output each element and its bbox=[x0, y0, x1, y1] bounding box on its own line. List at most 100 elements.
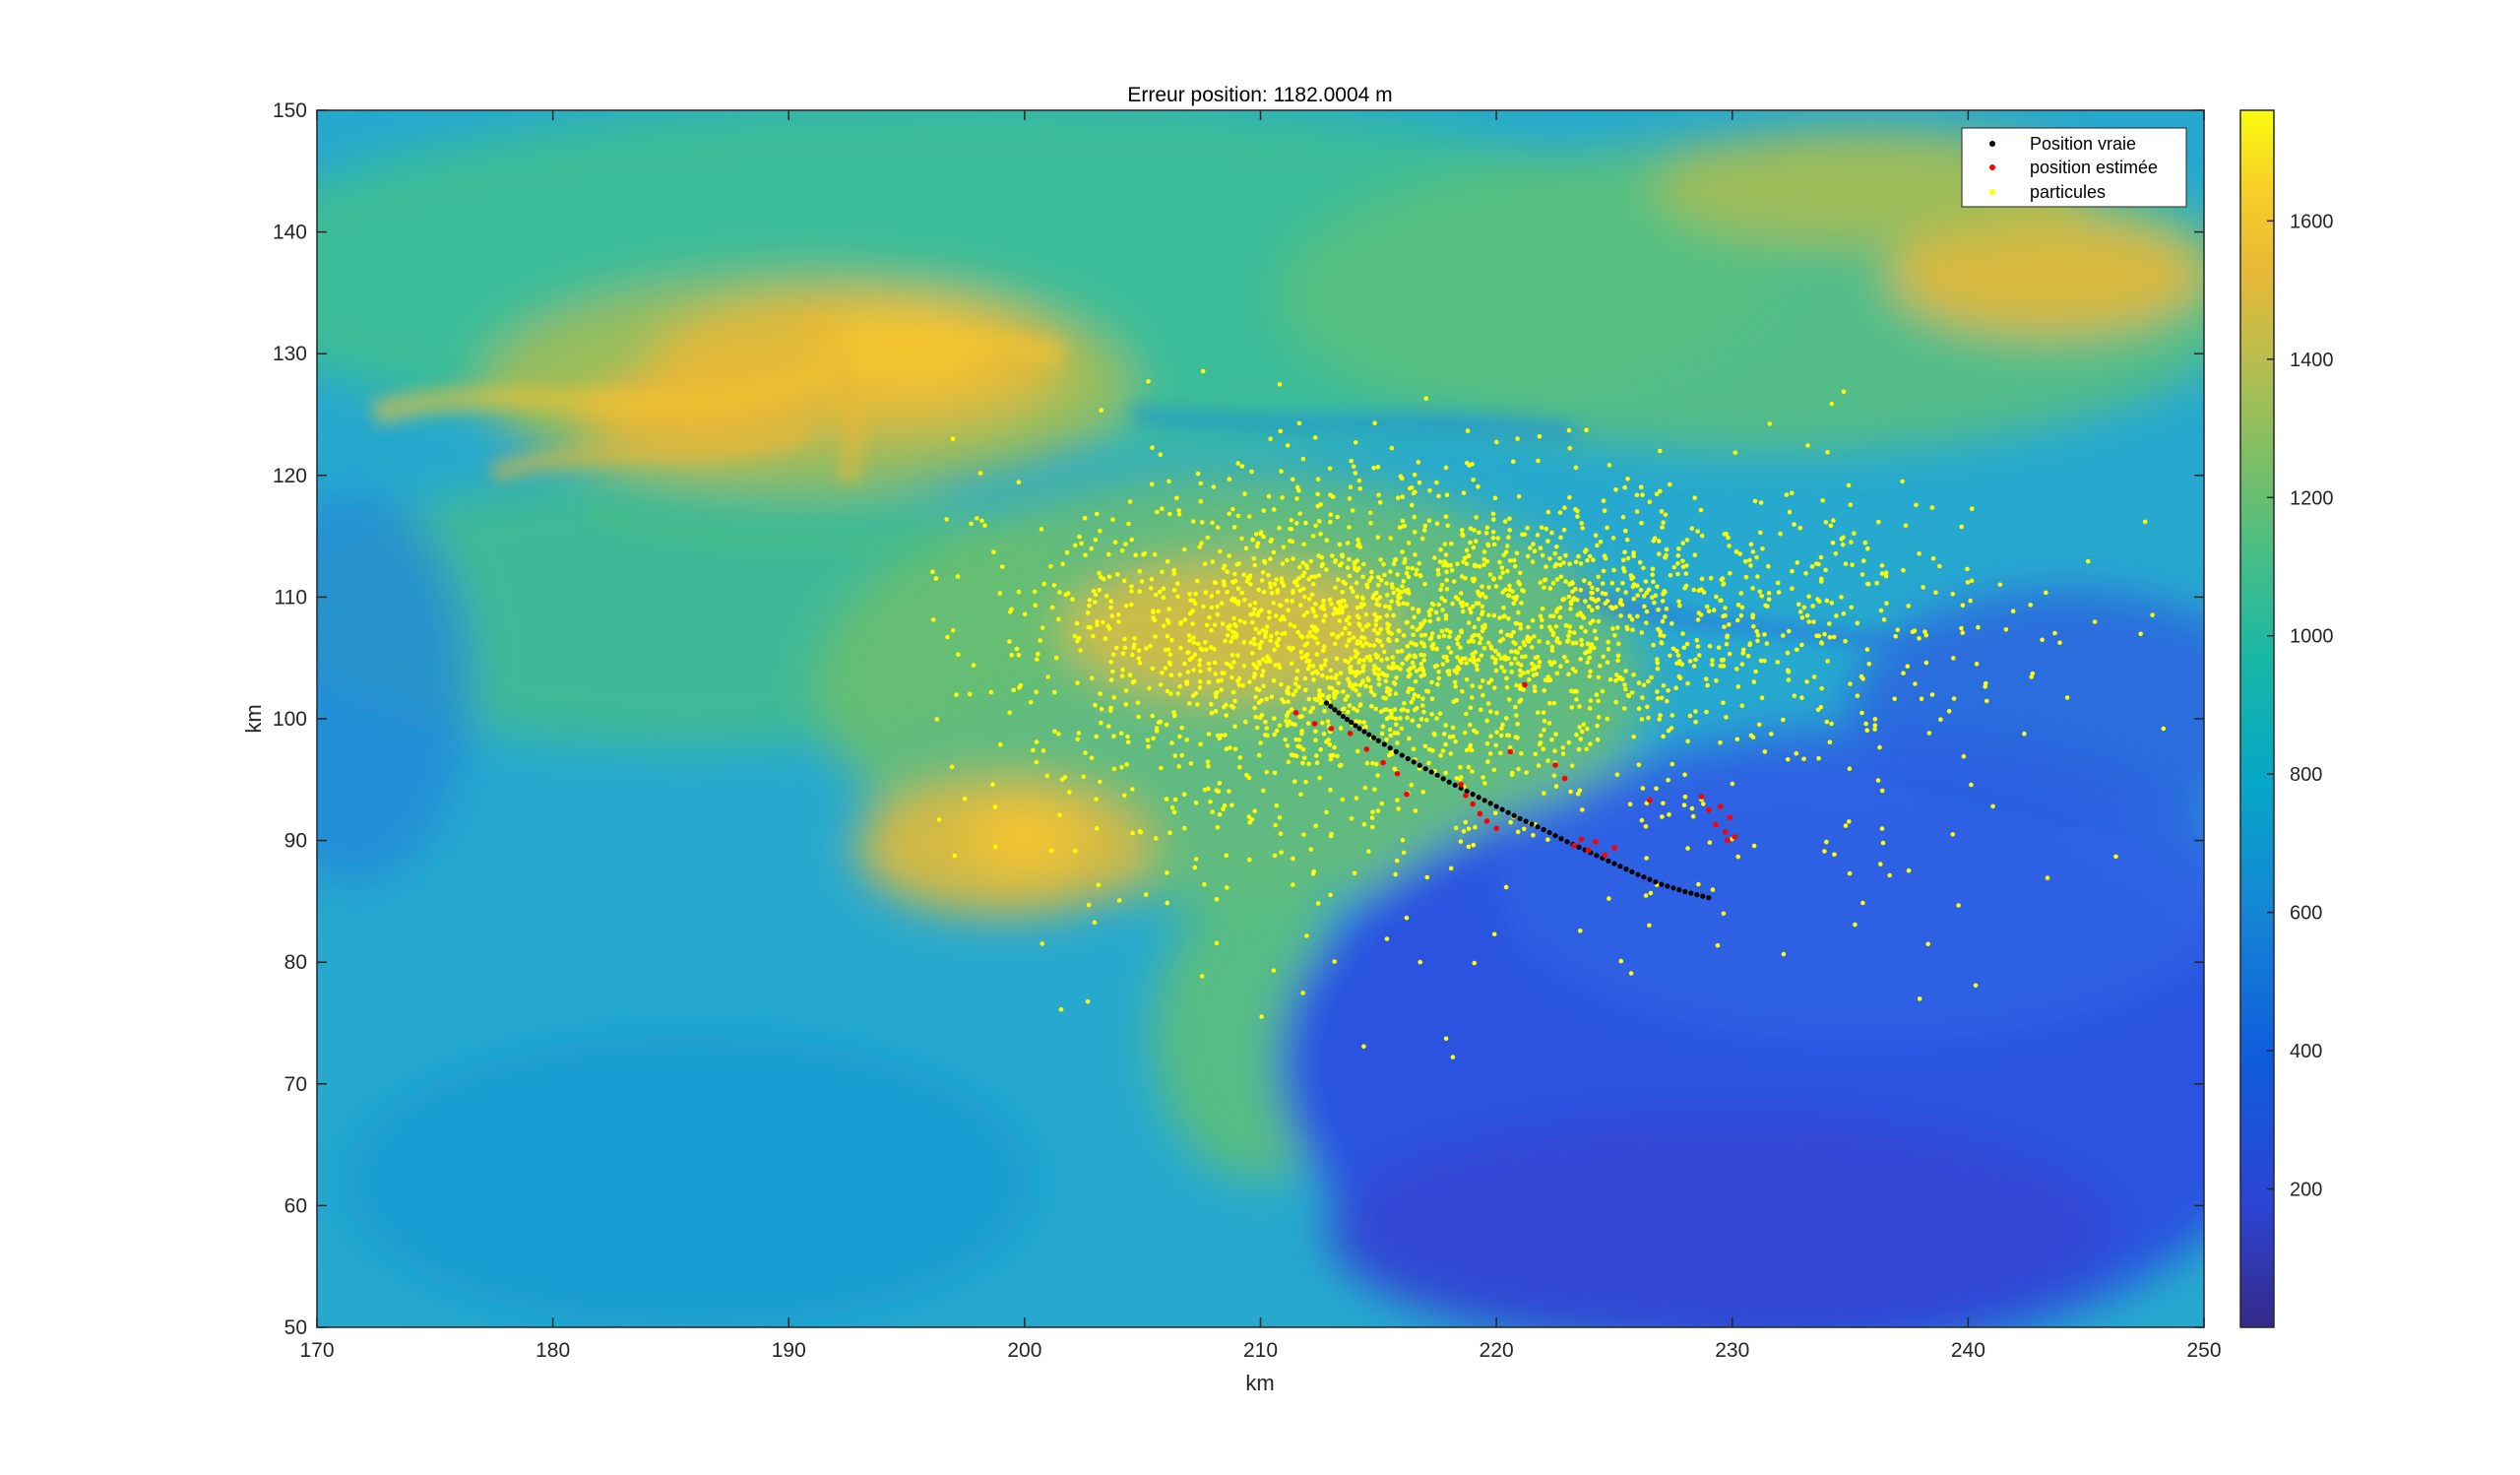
particle-point bbox=[1304, 933, 1309, 938]
particle-point bbox=[1391, 561, 1397, 567]
particle-point bbox=[1210, 809, 1215, 814]
particle-point bbox=[1279, 576, 1285, 581]
particle-point bbox=[1123, 542, 1128, 546]
particle-point bbox=[1474, 515, 1479, 520]
particle-point bbox=[1427, 747, 1432, 752]
particle-point bbox=[1349, 816, 1354, 821]
particle-point bbox=[1332, 959, 1337, 964]
particle-point bbox=[1355, 537, 1360, 543]
true-position-point bbox=[1653, 879, 1659, 885]
particle-point bbox=[1426, 760, 1431, 766]
particle-point bbox=[1725, 633, 1730, 638]
particle-point bbox=[1480, 584, 1484, 589]
particle-point bbox=[1278, 428, 1284, 434]
particle-point bbox=[1880, 840, 1886, 846]
particle-point bbox=[1547, 556, 1552, 561]
particle-point bbox=[1685, 846, 1690, 851]
particle-point bbox=[1308, 847, 1314, 852]
particle-point bbox=[1623, 669, 1628, 673]
x-tick-label: 200 bbox=[1007, 1339, 1041, 1362]
y-tick-label: 90 bbox=[284, 830, 307, 853]
particle-point bbox=[1177, 734, 1182, 739]
particle-point bbox=[1011, 687, 1017, 693]
particle-point bbox=[1348, 683, 1353, 688]
particle-point bbox=[1683, 571, 1689, 576]
particle-point bbox=[1797, 526, 1803, 531]
particle-point bbox=[1829, 401, 1835, 407]
particle-point bbox=[1156, 609, 1161, 613]
particle-point bbox=[1323, 658, 1328, 664]
particle-point bbox=[1388, 569, 1393, 574]
particle-point bbox=[1057, 812, 1062, 817]
particle-point bbox=[1659, 695, 1665, 701]
estimated-position-point bbox=[1552, 762, 1558, 768]
particle-point bbox=[1421, 653, 1426, 658]
particle-point bbox=[1304, 563, 1309, 568]
particle-point bbox=[1584, 427, 1589, 433]
particle-point bbox=[1158, 589, 1163, 595]
particle-point bbox=[1297, 714, 1302, 720]
particle-point bbox=[1315, 491, 1320, 497]
particle-point bbox=[1193, 591, 1198, 597]
particle-point bbox=[1129, 584, 1134, 589]
particle-point bbox=[1370, 760, 1375, 766]
particle-point bbox=[1126, 521, 1131, 527]
particle-point bbox=[1592, 628, 1598, 634]
particle-point bbox=[1261, 534, 1266, 540]
particle-point bbox=[1720, 658, 1725, 663]
particle-point bbox=[1440, 748, 1446, 753]
particle-point bbox=[1443, 514, 1449, 519]
particle-point bbox=[1393, 716, 1399, 722]
particle-point bbox=[1233, 634, 1239, 640]
particle-point bbox=[1579, 729, 1585, 735]
particle-point bbox=[1542, 728, 1546, 733]
particle-point bbox=[1787, 509, 1793, 515]
particle-point bbox=[1393, 691, 1399, 696]
particle-point bbox=[1221, 806, 1226, 811]
particle-point bbox=[1629, 576, 1634, 582]
particle-point bbox=[1563, 552, 1568, 558]
true-position-point bbox=[1629, 868, 1635, 875]
particle-point bbox=[1470, 769, 1475, 774]
particle-point bbox=[1692, 552, 1698, 557]
colorbar-tick-label: 1000 bbox=[2290, 626, 2334, 648]
particle-point bbox=[1351, 635, 1356, 640]
particle-point bbox=[1827, 739, 1833, 744]
particle-point bbox=[1219, 677, 1224, 683]
particle-point bbox=[1376, 582, 1381, 588]
particle-point bbox=[1294, 669, 1300, 673]
colorbar-tick-label: 1400 bbox=[2290, 350, 2334, 371]
particle-point bbox=[1277, 525, 1282, 531]
particle-point bbox=[1400, 518, 1406, 524]
particle-point bbox=[1222, 802, 1228, 808]
particle-point bbox=[1479, 653, 1484, 659]
particle-point bbox=[1383, 695, 1389, 701]
particle-point bbox=[1673, 685, 1678, 690]
particle-point bbox=[1623, 528, 1628, 534]
particle-point bbox=[1737, 551, 1742, 556]
particle-point bbox=[1801, 756, 1806, 762]
particle-point bbox=[1412, 654, 1417, 660]
particle-point bbox=[1235, 513, 1241, 519]
particle-point bbox=[2030, 671, 2036, 676]
particle-point bbox=[1656, 608, 1661, 612]
particle-point bbox=[1847, 870, 1853, 876]
particle-point bbox=[1347, 556, 1352, 562]
particle-point bbox=[1938, 717, 1943, 722]
particle-point bbox=[1442, 599, 1448, 604]
true-position-point bbox=[1623, 866, 1629, 872]
true-position-point bbox=[1353, 723, 1358, 729]
particle-point bbox=[1790, 568, 1795, 574]
particle-point bbox=[1231, 660, 1236, 665]
particle-point bbox=[1766, 597, 1772, 602]
true-position-point bbox=[1688, 890, 1694, 896]
particle-point bbox=[1647, 499, 1653, 505]
particle-point bbox=[1268, 638, 1273, 643]
particle-point bbox=[1058, 1006, 1064, 1012]
particle-point bbox=[1635, 593, 1640, 598]
true-position-point bbox=[1446, 779, 1452, 785]
particle-point bbox=[1277, 382, 1283, 387]
particle-point bbox=[1864, 728, 1870, 733]
particle-point bbox=[1755, 638, 1760, 644]
particle-point bbox=[1567, 494, 1572, 500]
